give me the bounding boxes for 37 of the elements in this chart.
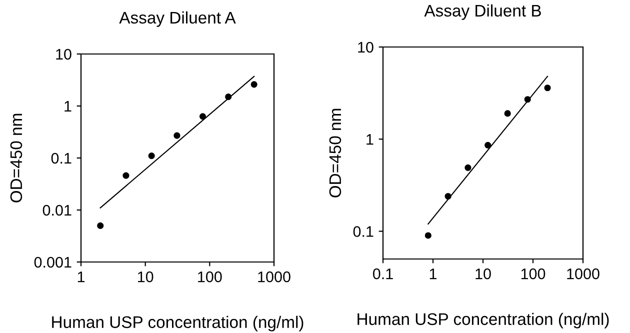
point <box>174 132 180 139</box>
x-tick-label: 10 <box>476 268 491 280</box>
y-tick-label: 1 <box>366 134 374 145</box>
y-axis-title: OD=450 nm <box>329 108 342 198</box>
x-tick-label: 10 <box>138 271 154 282</box>
x-tick-label: 1000 <box>567 268 600 280</box>
chart-title: Assay Diluent A <box>119 11 236 27</box>
point <box>504 110 511 117</box>
chart-title: Assay Diluent B <box>424 4 541 20</box>
point <box>250 81 258 88</box>
point <box>464 164 472 171</box>
y-tick-label: 0.001 <box>34 256 72 268</box>
x-axis-title: Human USP concentration (ng/ml) <box>358 312 609 328</box>
point <box>199 113 206 120</box>
y-tick-label: 0.01 <box>42 204 72 216</box>
x-tick-label: 1 <box>430 268 437 280</box>
y-tick-label: 10 <box>56 48 72 60</box>
point <box>544 84 551 92</box>
x-tick-label: 100 <box>198 271 222 282</box>
point <box>122 172 130 179</box>
y-axis-title: OD=450 nm <box>10 114 22 202</box>
x-axis-title: Human USP concentration (ng/ml) <box>52 316 304 332</box>
y-tick-label: 1 <box>64 101 72 112</box>
x-tick-label: 100 <box>521 268 546 280</box>
y-tick-label: 0.1 <box>353 226 374 237</box>
x-tick-label: 1 <box>78 272 85 282</box>
point <box>424 232 432 239</box>
point <box>148 152 155 160</box>
point <box>524 96 531 103</box>
x-tick-label: 0.1 <box>372 268 393 280</box>
point <box>484 142 492 148</box>
y-tick-label: 10 <box>358 42 374 53</box>
x-tick-label: 1000 <box>258 271 290 282</box>
y-tick-label: 0.1 <box>51 152 72 164</box>
point <box>444 192 452 200</box>
point <box>225 94 232 100</box>
point <box>97 222 104 229</box>
